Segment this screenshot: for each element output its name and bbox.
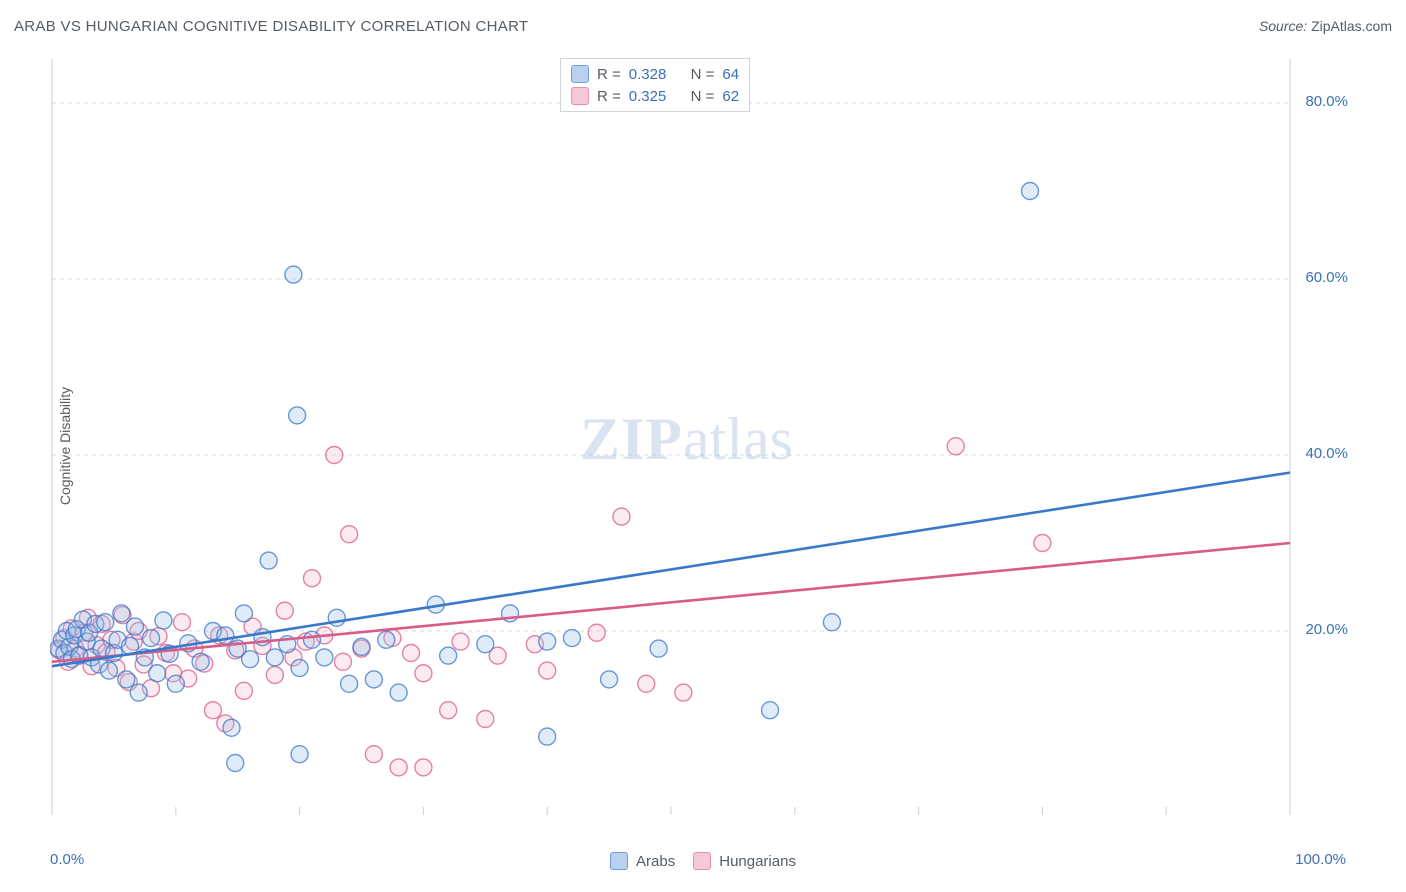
y-tick-label: 40.0%	[1305, 445, 1348, 462]
swatch-arab	[610, 852, 628, 870]
plot-area	[50, 55, 1350, 825]
correlation-stats-box: R = 0.328 N = 64 R = 0.325 N = 62	[560, 58, 750, 112]
scatter-chart	[50, 55, 1350, 825]
y-tick-label: 20.0%	[1305, 621, 1348, 638]
source-label: Source:	[1259, 18, 1307, 34]
swatch-arab	[571, 65, 589, 83]
r-label: R =	[597, 88, 621, 105]
legend-item-hungarian: Hungarians	[693, 852, 796, 870]
n-label: N =	[691, 88, 715, 105]
swatch-hungarian	[571, 87, 589, 105]
footer-legend: Arabs Hungarians	[0, 852, 1406, 870]
r-value-arab: 0.328	[629, 66, 667, 83]
stats-row-hungarian: R = 0.325 N = 62	[571, 85, 739, 107]
legend-label-hungarian: Hungarians	[719, 853, 796, 870]
n-value-hungarian: 62	[722, 88, 739, 105]
swatch-hungarian	[693, 852, 711, 870]
y-tick-label: 80.0%	[1305, 93, 1348, 110]
r-label: R =	[597, 66, 621, 83]
legend-item-arab: Arabs	[610, 852, 675, 870]
legend-label-arab: Arabs	[636, 853, 675, 870]
source-name: ZipAtlas.com	[1311, 18, 1392, 34]
r-value-hungarian: 0.325	[629, 88, 667, 105]
n-value-arab: 64	[722, 66, 739, 83]
source-credit: Source: ZipAtlas.com	[1259, 18, 1392, 34]
stats-row-arab: R = 0.328 N = 64	[571, 63, 739, 85]
y-tick-label: 60.0%	[1305, 269, 1348, 286]
n-label: N =	[691, 66, 715, 83]
chart-title: ARAB VS HUNGARIAN COGNITIVE DISABILITY C…	[14, 18, 528, 35]
